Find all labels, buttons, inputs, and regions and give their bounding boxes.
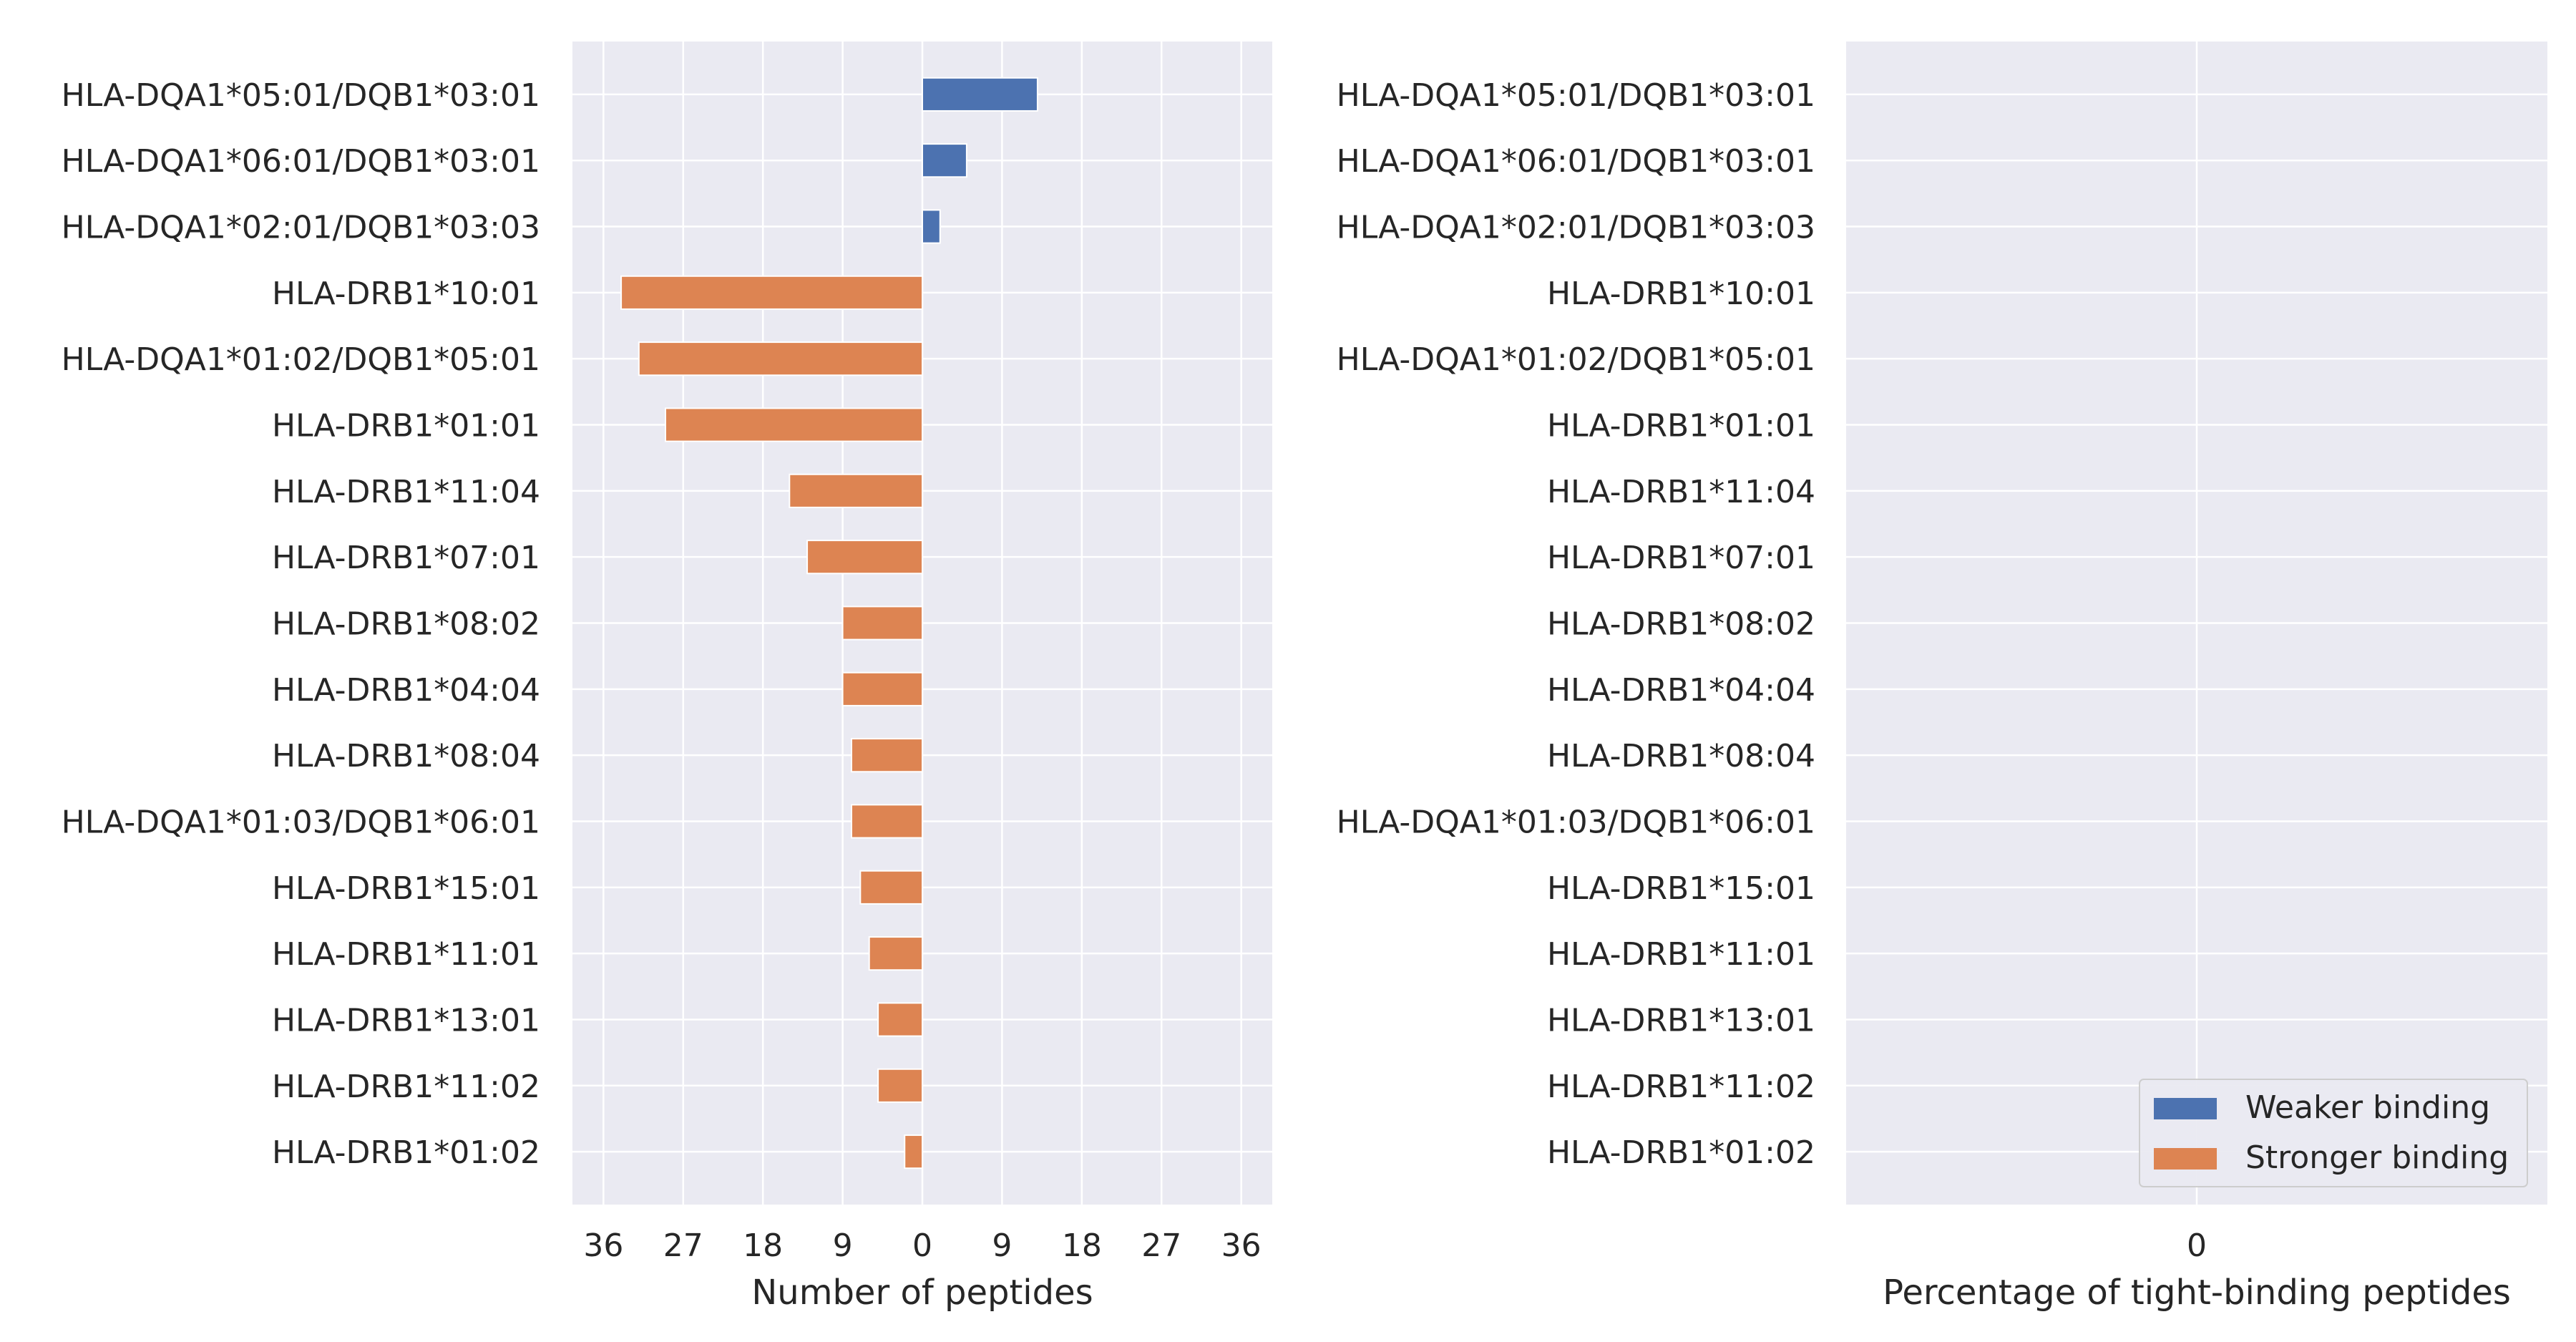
left-category-label: HLA-DQA1*01:02/DQB1*05:01 (62, 341, 540, 378)
right-x-axis-title: Percentage of tight-binding peptides (1883, 1273, 2511, 1313)
bar-stronger-binding-hla-drb1-11-01 (868, 936, 924, 971)
left-x-tick-label: 0 (912, 1227, 932, 1264)
left-category-label: HLA-DRB1*01:02 (272, 1134, 540, 1171)
bar-stronger-binding-hla-drb1-10-01 (620, 275, 924, 310)
bar-stronger-binding-hla-drb1-08-02 (841, 606, 923, 641)
left-x-tick-label: 18 (1062, 1227, 1102, 1264)
left-category-label: HLA-DQA1*01:03/DQB1*06:01 (62, 804, 540, 840)
left-x-tick-label: 36 (1221, 1227, 1262, 1264)
right-category-label: HLA-DQA1*01:03/DQB1*06:01 (1337, 804, 1815, 840)
right-category-label: HLA-DRB1*11:01 (1547, 936, 1815, 973)
left-x-axis-title: Number of peptides (751, 1273, 1093, 1313)
bar-stronger-binding-hla-drb1-07-01 (806, 540, 923, 575)
right-category-label: HLA-DRB1*10:01 (1547, 276, 1815, 312)
right-category-label: HLA-DRB1*11:04 (1547, 474, 1815, 510)
left-category-label: HLA-DRB1*08:02 (272, 606, 540, 643)
legend-swatch-weaker-binding (2154, 1098, 2217, 1119)
left-x-tick-label: 9 (833, 1227, 853, 1264)
right-chart-panel: 0 HLA-DQA1*05:01/DQB1*03:01 HLA-DQA1*06:01… (1337, 42, 2547, 1313)
right-category-label: HLA-DQA1*02:01/DQB1*03:03 (1337, 210, 1815, 246)
bar-stronger-binding-hla-drb1-01-02 (904, 1134, 923, 1170)
bar-stronger-binding-hla-drb1-11-02 (877, 1068, 924, 1103)
bar-stronger-binding-hla-drb1-11-04 (789, 473, 924, 508)
bar-stronger-binding-hla-drb1-13-01 (877, 1002, 924, 1037)
left-x-tick-label: 27 (663, 1227, 703, 1264)
left-x-tick-label: 27 (1141, 1227, 1181, 1264)
legend: Weaker binding Stronger binding (2139, 1079, 2528, 1187)
legend-swatch-stronger-binding (2154, 1148, 2217, 1170)
bar-weaker-binding-hla-dqa1-06-01-dqb1-03-01 (922, 143, 967, 178)
left-x-tick-label: 36 (583, 1227, 623, 1264)
left-category-label: HLA-DRB1*13:01 (272, 1002, 540, 1039)
right-category-label: HLA-DQA1*05:01/DQB1*03:01 (1337, 77, 1815, 114)
bar-stronger-binding-hla-dqa1-01-02-dqb1-05-01 (638, 341, 923, 376)
bar-stronger-binding-hla-drb1-08-04 (850, 738, 924, 773)
right-category-label: HLA-DRB1*04:04 (1547, 672, 1815, 709)
right-category-label: HLA-DRB1*01:02 (1547, 1134, 1815, 1171)
left-category-label: HLA-DRB1*08:04 (272, 738, 540, 774)
left-chart-panel: 36 27 18 9 0 9 18 27 36 HLA-DQA1*05:01/DQB1*03:01… (62, 42, 1272, 1313)
left-category-label: HLA-DRB1*11:02 (272, 1069, 540, 1105)
bar-weaker-binding-hla-dqa1-05-01-dqb1-03-01 (922, 77, 1038, 112)
bar-stronger-binding-hla-drb1-15-01 (859, 870, 924, 905)
left-category-label: HLA-DRB1*10:01 (272, 276, 540, 312)
bar-weaker-binding-hla-dqa1-02-01-dqb1-03-03 (922, 209, 941, 244)
bar-stronger-binding-hla-drb1-01-01 (664, 407, 924, 442)
left-category-label: HLA-DRB1*15:01 (272, 870, 540, 907)
right-category-label: HLA-DRB1*11:02 (1547, 1069, 1815, 1105)
left-category-label: HLA-DRB1*11:01 (272, 936, 540, 973)
left-category-label: HLA-DRB1*11:04 (272, 474, 540, 510)
right-category-label: HLA-DQA1*01:02/DQB1*05:01 (1337, 341, 1815, 378)
legend-label-stronger-binding: Stronger binding (2245, 1139, 2509, 1176)
right-category-label: HLA-DRB1*01:01 (1547, 408, 1815, 444)
left-category-label: HLA-DQA1*06:01/DQB1*03:01 (62, 143, 540, 180)
legend-box (2139, 1079, 2528, 1187)
right-category-label: HLA-DRB1*15:01 (1547, 870, 1815, 907)
right-category-label: HLA-DRB1*08:02 (1547, 606, 1815, 643)
left-category-label: HLA-DRB1*07:01 (272, 540, 540, 576)
left-category-label: HLA-DRB1*01:01 (272, 408, 540, 444)
right-x-tick-label: 0 (2187, 1227, 2207, 1264)
right-category-label: HLA-DRB1*13:01 (1547, 1002, 1815, 1039)
right-category-label: HLA-DRB1*07:01 (1547, 540, 1815, 576)
left-x-tick-label: 9 (992, 1227, 1012, 1264)
left-x-tick-label: 18 (743, 1227, 783, 1264)
right-category-label: HLA-DQA1*06:01/DQB1*03:01 (1337, 143, 1815, 180)
right-category-label: HLA-DRB1*08:04 (1547, 738, 1815, 774)
left-category-label: HLA-DQA1*05:01/DQB1*03:01 (62, 77, 540, 114)
bar-stronger-binding-hla-drb1-04-04 (841, 671, 923, 706)
left-category-label: HLA-DRB1*04:04 (272, 672, 540, 709)
left-category-label: HLA-DQA1*02:01/DQB1*03:03 (62, 210, 540, 246)
legend-label-weaker-binding: Weaker binding (2245, 1089, 2490, 1126)
bar-stronger-binding-hla-dqa1-01-03-dqb1-06-01 (850, 804, 924, 839)
